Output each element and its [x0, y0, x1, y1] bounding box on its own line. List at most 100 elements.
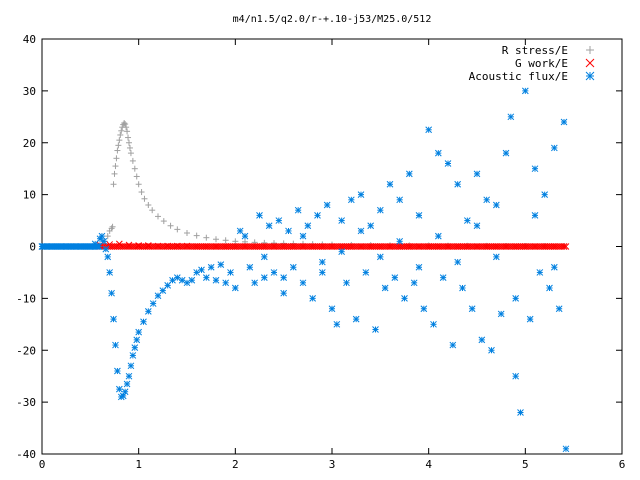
acoustic-flux-point	[212, 276, 220, 284]
r-stress-point	[126, 139, 132, 146]
acoustic-flux-point	[48, 243, 56, 250]
acoustic-flux-point	[98, 232, 106, 240]
acoustic-flux-point	[560, 118, 568, 126]
acoustic-flux-point	[112, 341, 119, 349]
g-work-point	[376, 243, 384, 250]
acoustic-flux-point	[133, 336, 141, 344]
acoustic-flux-point	[512, 372, 520, 380]
acoustic-flux-point	[164, 282, 172, 289]
r-stress-point	[167, 222, 174, 229]
g-work-point	[251, 243, 259, 250]
acoustic-flux-point	[396, 237, 404, 245]
g-work-point	[270, 243, 278, 250]
acoustic-flux-point	[207, 263, 215, 271]
g-work-point	[309, 243, 317, 250]
g-work-point	[144, 242, 152, 249]
acoustic-flux-point	[502, 149, 510, 157]
g-work-point	[550, 243, 558, 250]
r-stress-point	[135, 181, 142, 188]
r-stress-point	[111, 170, 118, 177]
acoustic-flux-point	[410, 279, 418, 287]
acoustic-flux-point	[115, 385, 123, 393]
r-stress-point	[104, 233, 111, 240]
g-work-point	[473, 243, 481, 250]
acoustic-flux-point	[110, 315, 117, 323]
r-stress-point	[129, 157, 136, 164]
g-work-point	[434, 243, 442, 250]
acoustic-flux-point	[227, 269, 234, 276]
acoustic-flux-point	[338, 248, 346, 256]
acoustic-flux-point	[454, 180, 462, 188]
acoustic-flux-point	[304, 222, 312, 230]
acoustic-flux-point	[222, 279, 230, 287]
acoustic-flux-point	[246, 263, 254, 271]
acoustic-flux-point	[550, 263, 558, 271]
acoustic-flux-point	[125, 372, 133, 380]
r-stress-point	[160, 218, 167, 225]
x-tick-label: 3	[329, 458, 336, 471]
acoustic-flux-point	[131, 344, 139, 352]
acoustic-flux-point	[434, 149, 442, 157]
acoustic-flux-point	[294, 206, 302, 214]
acoustic-flux-point	[188, 276, 196, 284]
g-work-point	[222, 243, 230, 250]
acoustic-flux-point	[318, 269, 326, 276]
g-work-point	[202, 243, 210, 250]
acoustic-flux-point	[106, 269, 114, 276]
acoustic-flux-point	[483, 196, 491, 204]
acoustic-flux-point	[328, 305, 336, 313]
g-work-point	[531, 243, 539, 250]
acoustic-flux-point	[357, 191, 365, 198]
g-work-point	[386, 243, 394, 250]
series-1	[96, 240, 570, 250]
g-work-point	[492, 243, 500, 250]
acoustic-flux-point	[275, 217, 283, 224]
r-stress-point	[138, 189, 145, 196]
acoustic-flux-point	[299, 232, 307, 240]
g-work-point	[231, 243, 239, 250]
acoustic-flux-point	[386, 180, 394, 188]
g-work-point	[502, 243, 510, 250]
r-stress-point	[109, 223, 116, 230]
acoustic-flux-point	[144, 307, 152, 315]
x-tick-label: 5	[522, 458, 529, 471]
g-work-point	[299, 243, 307, 250]
g-work-point	[154, 242, 162, 250]
y-tick-label: 0	[29, 241, 36, 254]
acoustic-flux-point	[270, 269, 278, 276]
acoustic-flux-point	[231, 284, 239, 292]
acoustic-flux-point	[102, 245, 110, 253]
acoustic-flux-point	[265, 222, 273, 230]
acoustic-flux-point	[154, 292, 162, 300]
legend-marker	[585, 58, 595, 68]
g-work-point	[541, 243, 549, 250]
r-stress-point	[127, 150, 134, 157]
acoustic-flux-point	[449, 341, 457, 349]
g-work-point	[241, 243, 249, 250]
acoustic-flux-point	[159, 287, 167, 294]
r-stress-point	[280, 240, 287, 247]
acoustic-flux-point	[38, 243, 46, 250]
legend-marker	[585, 71, 595, 81]
acoustic-flux-point	[362, 269, 370, 276]
g-work-point	[367, 243, 375, 250]
acoustic-flux-point	[202, 274, 210, 281]
g-work-point	[318, 243, 326, 250]
g-work-point	[328, 243, 336, 250]
g-work-point	[405, 243, 413, 250]
y-tick-label: -20	[16, 344, 36, 357]
acoustic-flux-point	[100, 237, 108, 245]
r-stress-point	[114, 147, 121, 154]
legend-label: R stress/E	[502, 44, 568, 57]
acoustic-flux-point	[546, 284, 553, 292]
r-stress-point	[133, 173, 140, 180]
r-stress-point	[184, 230, 190, 237]
r-stress-point	[242, 238, 248, 245]
acoustic-flux-point	[562, 445, 570, 453]
acoustic-flux-point	[541, 191, 549, 198]
acoustic-flux-point	[285, 227, 292, 235]
g-work-point	[347, 243, 355, 250]
y-tick-label: -10	[16, 292, 36, 305]
acoustic-flux-point	[376, 253, 384, 261]
acoustic-flux-point	[67, 243, 75, 250]
